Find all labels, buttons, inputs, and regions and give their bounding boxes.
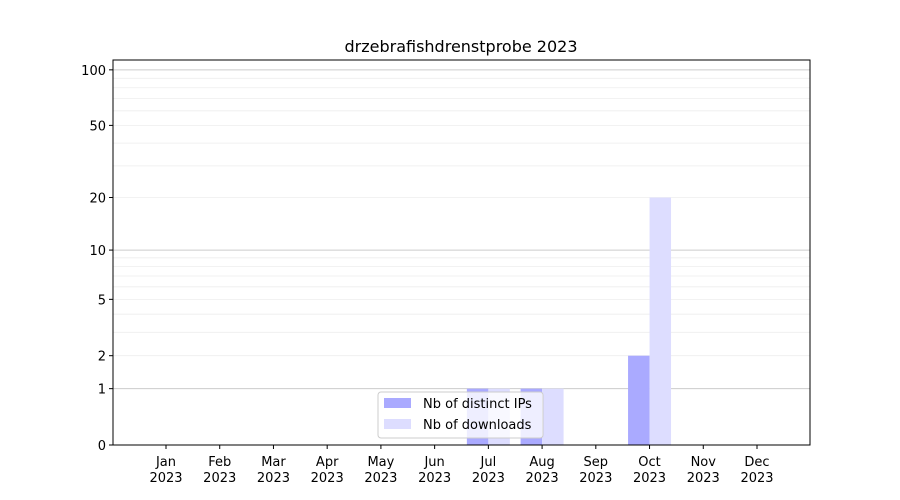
- chart-title: drzebrafishdrenstprobe 2023: [344, 37, 577, 56]
- x-tick-label: Jul 2023: [472, 455, 505, 486]
- plot-frame: [112, 59, 811, 446]
- x-tick-label: Oct 2023: [633, 455, 666, 486]
- x-tick-label: Dec 2023: [740, 455, 773, 486]
- x-tick-label: May 2023: [364, 455, 397, 486]
- y-tick-label: 20: [89, 192, 106, 207]
- x-tick-label: Sep 2023: [579, 455, 612, 486]
- x-tick-label: Aug 2023: [526, 455, 559, 486]
- x-tick-label: Feb 2023: [203, 455, 236, 486]
- y-tick-label: 10: [89, 244, 106, 259]
- bar-downloads: [649, 197, 672, 445]
- legend: Nb of distinct IPs Nb of downloads: [377, 391, 544, 439]
- bar-downloads: [542, 388, 564, 445]
- x-tick-label: Mar 2023: [257, 455, 290, 486]
- y-tick-label: 1: [98, 383, 106, 398]
- y-tick-label: 50: [89, 119, 106, 134]
- y-tick-label: 5: [98, 293, 106, 308]
- x-tick-label: Jun 2023: [418, 455, 451, 486]
- legend-label: Nb of distinct IPs: [423, 397, 532, 412]
- bar-distinct-ips: [628, 355, 650, 445]
- x-tick-label: Nov 2023: [687, 455, 720, 486]
- legend-swatch: [384, 419, 411, 429]
- legend-box: [377, 391, 544, 439]
- y-tick-label: 100: [81, 64, 106, 79]
- x-tick-label: Apr 2023: [311, 455, 344, 486]
- y-tick-label: 0: [98, 439, 106, 454]
- x-tick-label: Jan 2023: [149, 455, 182, 486]
- y-tick-label: 2: [98, 350, 106, 365]
- legend-label: Nb of downloads: [423, 418, 532, 433]
- legend-swatch: [384, 398, 411, 408]
